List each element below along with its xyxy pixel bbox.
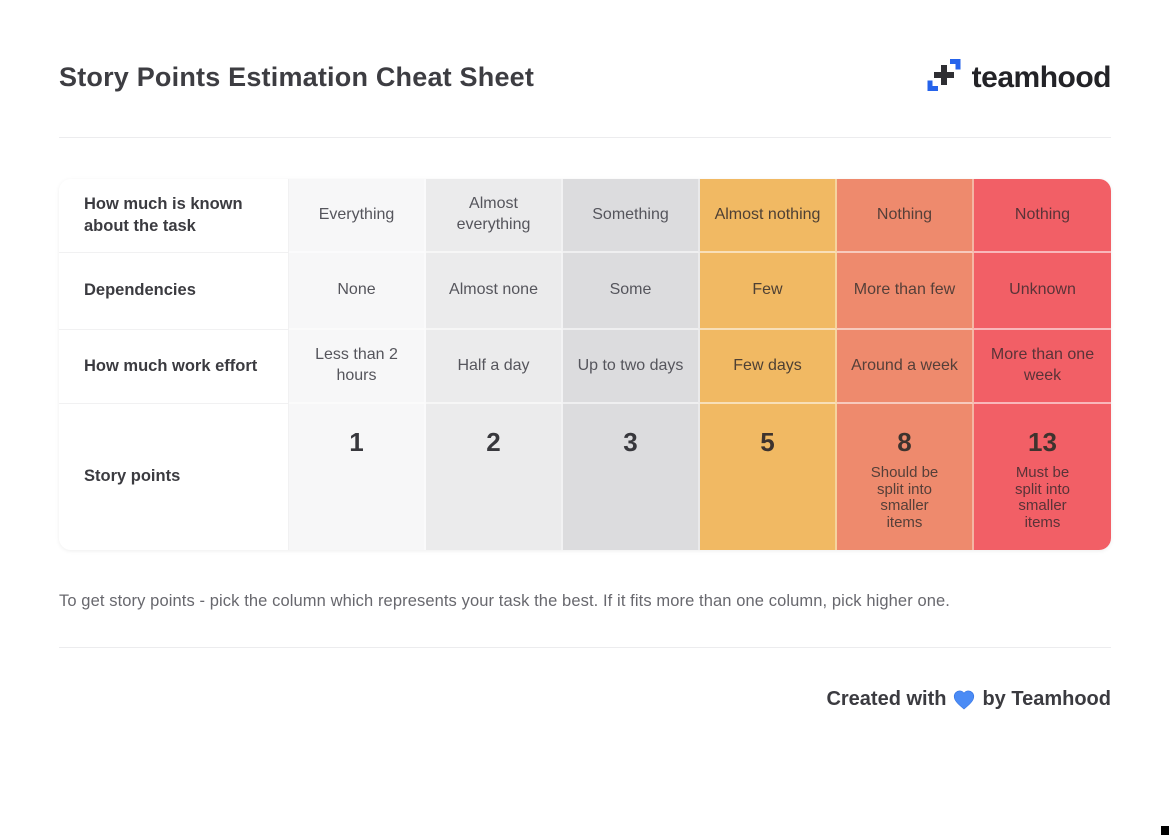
story-points-value: 2 — [486, 427, 501, 457]
estimation-table: How much is known about the task Everyth… — [59, 179, 1111, 550]
row-label-dependencies: Dependencies — [59, 253, 289, 330]
table-cell: Some — [563, 253, 700, 330]
story-points-value: 3 — [623, 427, 638, 457]
table-cell: None — [289, 253, 426, 330]
story-points-value: 1 — [349, 427, 364, 457]
story-points-cell: 3 — [563, 404, 700, 550]
story-points-cell: 13 Must be split into smaller items — [974, 404, 1111, 550]
story-points-value: 8 — [897, 427, 912, 457]
story-points-cell: 8 Should be split into smaller items — [837, 404, 974, 550]
credit-suffix: by Teamhood — [982, 688, 1111, 710]
table-cell: Almost none — [426, 253, 563, 330]
table-cell: Few days — [700, 330, 837, 404]
credit-prefix: Created with — [826, 688, 947, 710]
story-points-cell: 1 — [289, 404, 426, 550]
brand-name: teamhood — [971, 60, 1112, 94]
table-cell: Almost nothing — [700, 179, 837, 253]
story-points-note: Should be split into smaller items — [870, 463, 939, 532]
table-cell: Everything — [289, 179, 426, 253]
table-cell: Nothing — [974, 179, 1111, 253]
footer-divider — [59, 647, 1111, 648]
table-cell: Less than 2 hours — [289, 330, 426, 404]
story-points-value: 13 — [1028, 427, 1057, 457]
table-cell: Almost everything — [426, 179, 563, 253]
header-divider — [59, 137, 1111, 138]
table-cell: More than one week — [974, 330, 1111, 404]
story-points-cell: 2 — [426, 404, 563, 550]
table-cell: Unknown — [974, 253, 1111, 330]
table-cell: Few — [700, 253, 837, 330]
teamhood-logo-icon — [925, 56, 963, 99]
page-title: Story Points Estimation Cheat Sheet — [59, 62, 535, 92]
instruction-text: To get story points - pick the column wh… — [59, 592, 950, 610]
table-cell: Around a week — [837, 330, 974, 404]
row-label-known: How much is known about the task — [59, 179, 289, 253]
brand-logo: teamhood — [925, 56, 1112, 99]
cursor-artifact — [1161, 826, 1169, 835]
story-points-cell: 5 — [700, 404, 837, 550]
table-cell: Up to two days — [563, 330, 700, 404]
table-cell: Nothing — [837, 179, 974, 253]
story-points-note: Must be split into smaller items — [1014, 463, 1071, 532]
table-cell: Half a day — [426, 330, 563, 404]
header: Story Points Estimation Cheat Sheet team… — [59, 56, 1112, 99]
footer-credit: Created with by Teamhood — [59, 688, 1111, 711]
row-label-effort: How much work effort — [59, 330, 289, 404]
table-cell: Something — [563, 179, 700, 253]
row-label-story-points: Story points — [59, 404, 289, 550]
story-points-value: 5 — [760, 427, 775, 457]
table-cell: More than few — [837, 253, 974, 330]
blue-heart-icon — [953, 690, 975, 710]
